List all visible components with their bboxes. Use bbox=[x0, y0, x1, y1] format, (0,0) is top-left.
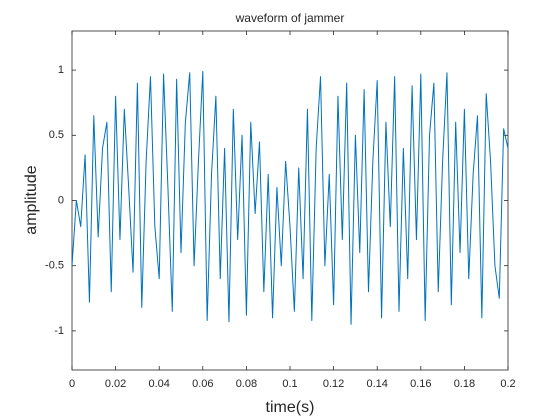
x-tick-label: 0.14 bbox=[366, 378, 387, 390]
x-axis-label: time(s) bbox=[266, 399, 315, 416]
y-tick-label: 0 bbox=[58, 194, 64, 206]
x-tick-label: 0.02 bbox=[105, 378, 126, 390]
y-tick-label: 0.5 bbox=[49, 129, 64, 141]
chart-title: waveform of jammer bbox=[235, 11, 345, 25]
plot-box bbox=[71, 30, 509, 371]
x-tick-label: 0.1 bbox=[282, 378, 297, 390]
y-tick-label: -1 bbox=[54, 325, 64, 337]
x-tick-label: 0.16 bbox=[410, 378, 431, 390]
waveform-line bbox=[71, 70, 509, 325]
y-axis-label: amplitude bbox=[23, 165, 40, 234]
y-tick-label: -0.5 bbox=[45, 260, 64, 272]
x-tick-label: 0.08 bbox=[236, 378, 257, 390]
x-tick-label: 0.04 bbox=[148, 378, 169, 390]
x-tick-label: 0.12 bbox=[323, 378, 344, 390]
x-tick-label: 0.2 bbox=[500, 378, 515, 390]
x-tick-label: 0 bbox=[69, 378, 75, 390]
y-tick-label: 1 bbox=[58, 64, 64, 76]
x-tick-label: 0.18 bbox=[454, 378, 475, 390]
x-tick-label: 0.06 bbox=[192, 378, 213, 390]
